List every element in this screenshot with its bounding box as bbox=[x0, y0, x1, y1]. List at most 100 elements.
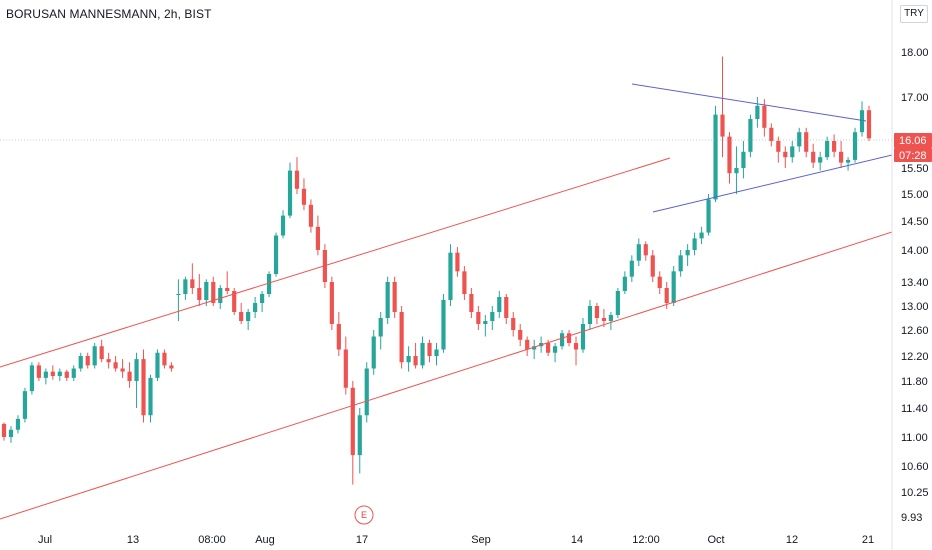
candle-body bbox=[336, 324, 341, 350]
last-price-value: 16.06 bbox=[899, 135, 927, 147]
candle-body bbox=[469, 294, 474, 312]
candle-body bbox=[671, 271, 676, 303]
candle-body bbox=[483, 321, 488, 324]
candle-body bbox=[664, 288, 669, 303]
time-tick-label: 13 bbox=[127, 534, 139, 546]
candle-body bbox=[406, 356, 411, 363]
candle-body bbox=[608, 315, 613, 321]
candle-body bbox=[134, 359, 139, 381]
candle-body bbox=[776, 141, 781, 152]
earnings-marker-icon bbox=[354, 505, 374, 525]
time-tick-label: 17 bbox=[356, 534, 368, 546]
candle-body bbox=[287, 170, 293, 216]
candle-body bbox=[636, 244, 641, 261]
candle-body bbox=[748, 119, 753, 152]
candle-body bbox=[162, 352, 167, 366]
candle-body bbox=[734, 168, 739, 174]
trendlines-layer bbox=[0, 83, 893, 520]
candle-body bbox=[232, 291, 237, 312]
candle-body bbox=[106, 359, 111, 363]
countdown-value: 07:28 bbox=[899, 150, 927, 162]
candle-body bbox=[552, 346, 558, 353]
candle-body bbox=[518, 330, 523, 340]
candle-body bbox=[308, 204, 314, 227]
candle-body bbox=[211, 282, 216, 303]
candle-body bbox=[266, 274, 272, 294]
candle-body bbox=[818, 157, 823, 163]
time-tick-label: Sep bbox=[471, 534, 491, 546]
candle-body bbox=[504, 297, 509, 318]
price-tick-label: 14.50 bbox=[901, 216, 929, 228]
candle-body bbox=[155, 352, 160, 378]
candle-body bbox=[839, 151, 844, 163]
candle-body bbox=[769, 127, 774, 141]
candle-body bbox=[148, 377, 153, 416]
candle-body bbox=[392, 282, 397, 312]
time-tick-label: 12:00 bbox=[632, 534, 660, 546]
candle-body bbox=[566, 333, 572, 343]
candle-body bbox=[141, 359, 146, 416]
candle-body bbox=[43, 371, 48, 378]
candle-body bbox=[622, 276, 627, 291]
candle-body bbox=[57, 371, 62, 376]
candle-body bbox=[643, 244, 648, 256]
candle-body bbox=[190, 279, 195, 288]
candle-body bbox=[713, 114, 718, 200]
candle-body bbox=[741, 151, 746, 168]
candle-body bbox=[204, 282, 209, 300]
candle-body bbox=[427, 343, 432, 356]
candle-body bbox=[399, 312, 404, 363]
candle-body bbox=[85, 356, 90, 366]
price-tick-label: 10.25 bbox=[901, 487, 929, 499]
time-tick-label: Jul bbox=[38, 534, 52, 546]
symbol-title: BORUSAN MANNESMANN, 2h, BIST bbox=[6, 7, 212, 21]
candle-body bbox=[845, 159, 851, 163]
candle-body bbox=[594, 306, 600, 318]
candle-body bbox=[559, 333, 565, 347]
price-tick-label: 17.00 bbox=[901, 92, 929, 104]
candle-body bbox=[629, 260, 634, 277]
candle-body bbox=[273, 235, 279, 274]
price-tick-label: 11.40 bbox=[901, 403, 928, 415]
price-tick-label: 15.00 bbox=[901, 189, 929, 201]
candle-body bbox=[420, 343, 425, 366]
triangle-lower-line bbox=[652, 154, 893, 213]
time-axis: Jul 13 08:00 Aug 17 Sep 14 12:00 Oct 12 21 E bbox=[38, 505, 874, 546]
price-tick-label: 11.80 bbox=[901, 376, 928, 388]
candle-body bbox=[29, 365, 34, 392]
candle-body bbox=[246, 312, 251, 321]
candle-body bbox=[706, 199, 711, 233]
candle-body bbox=[329, 282, 334, 324]
candle-body bbox=[434, 349, 439, 356]
candle-body bbox=[120, 368, 125, 372]
candle-body bbox=[218, 288, 223, 303]
currency-button[interactable]: TRY bbox=[900, 5, 928, 23]
candle-body bbox=[650, 255, 655, 277]
candle-body bbox=[441, 300, 446, 350]
candle-body bbox=[727, 136, 732, 174]
candle-body bbox=[197, 288, 202, 300]
candle-body bbox=[225, 288, 230, 291]
candle-body bbox=[113, 362, 118, 369]
candle-body bbox=[64, 371, 69, 378]
candle-body bbox=[127, 371, 132, 381]
candle-body bbox=[699, 232, 704, 239]
candle-body bbox=[790, 146, 795, 158]
candle-body bbox=[357, 415, 362, 456]
price-tick-label: 14.00 bbox=[901, 245, 929, 257]
candle-body bbox=[50, 371, 55, 376]
candle-body bbox=[811, 151, 816, 163]
time-tick-label: Oct bbox=[707, 534, 724, 546]
candle-body bbox=[476, 312, 481, 324]
candle-body bbox=[657, 276, 662, 288]
candle-body bbox=[755, 105, 760, 119]
candle-body bbox=[573, 343, 579, 350]
candle-body bbox=[525, 339, 530, 350]
candle-body bbox=[448, 252, 453, 300]
candle-body bbox=[364, 368, 369, 416]
candle-body bbox=[601, 318, 607, 321]
time-tick-label: 14 bbox=[571, 534, 583, 546]
candle-body bbox=[490, 312, 495, 321]
candle-body bbox=[859, 110, 865, 133]
